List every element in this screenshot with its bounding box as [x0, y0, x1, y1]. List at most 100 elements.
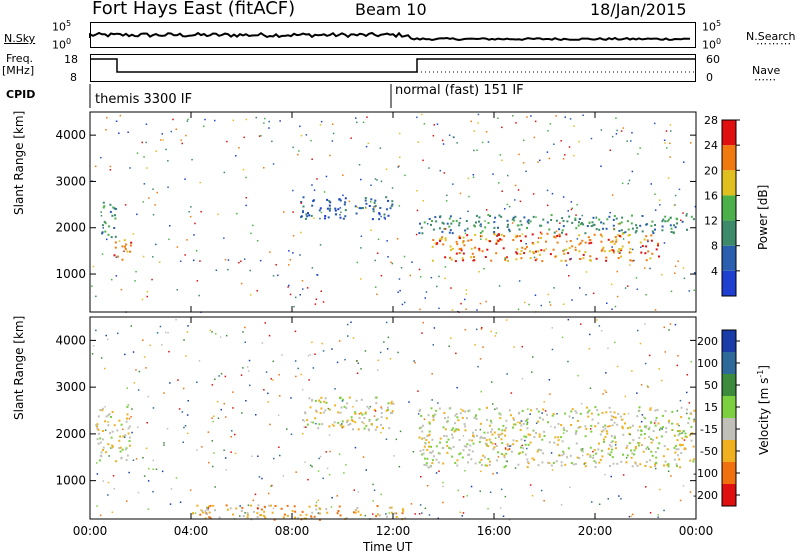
velocity-cell	[346, 420, 348, 423]
power-noise	[468, 195, 470, 198]
velocity-noise	[282, 475, 285, 477]
velocity-cell	[542, 408, 545, 411]
power-noise	[493, 233, 495, 235]
power-cell	[383, 216, 386, 219]
velocity-noise	[178, 408, 181, 410]
power-noise	[143, 156, 145, 158]
velocity-cell	[498, 412, 501, 415]
velocity-noise	[211, 331, 213, 333]
velocity-cell	[614, 416, 617, 419]
power-cell	[460, 249, 463, 252]
power-cell	[364, 199, 367, 202]
velocity-cell	[419, 449, 422, 452]
power-cell	[503, 235, 506, 238]
power-noise	[570, 201, 573, 203]
velocity-noise	[149, 344, 151, 347]
velocity-cell	[334, 404, 337, 407]
velocity-cell	[615, 447, 617, 450]
velocity-cell	[607, 452, 610, 455]
velocity-noise	[311, 341, 313, 344]
velocity-noise	[544, 410, 547, 412]
velocity-noise	[641, 414, 644, 416]
nave-tick-bottom: 0	[706, 71, 713, 84]
power-cell	[451, 247, 454, 250]
power-noise	[373, 206, 376, 209]
power-cell	[109, 210, 112, 213]
velocity-noise	[272, 360, 274, 363]
power-cell	[574, 248, 577, 251]
velocity-cell	[560, 464, 563, 467]
velocity-noise	[636, 392, 638, 394]
velocity-cell	[252, 510, 255, 513]
power-cell	[523, 216, 526, 219]
power-noise	[102, 227, 104, 229]
power-noise	[172, 118, 174, 121]
velocity-cell	[661, 414, 664, 417]
velocity-cell	[125, 420, 128, 423]
velocity-noise	[156, 332, 159, 334]
velocity-cell	[655, 416, 658, 419]
velocity-cell	[561, 440, 564, 443]
velocity-cell	[560, 436, 563, 439]
velocity-cell	[432, 416, 435, 419]
power-noise	[186, 120, 189, 122]
velocity-colorbar-frame	[721, 329, 737, 507]
velocity-noise	[373, 489, 376, 491]
velocity-noise	[155, 468, 158, 470]
velocity-noise	[477, 365, 479, 368]
velocity-cell	[597, 448, 600, 451]
power-noise	[436, 123, 439, 125]
power-cell	[455, 240, 458, 243]
power-cell	[372, 210, 375, 213]
power-noise	[644, 267, 646, 269]
power-noise	[193, 234, 195, 236]
velocity-cell	[496, 407, 498, 410]
velocity-noise	[693, 418, 695, 421]
velocity-cell	[633, 449, 636, 452]
velocity-cell	[526, 417, 529, 420]
power-cell	[595, 228, 598, 231]
velocity-cell	[423, 445, 426, 448]
power-noise	[630, 140, 632, 142]
velocity-cell	[390, 506, 393, 509]
velocity-noise	[338, 453, 341, 455]
velocity-cell	[332, 424, 335, 427]
power-noise	[417, 141, 419, 143]
velocity-cell	[622, 433, 625, 436]
velocity-cell	[543, 435, 546, 437]
velocity-cell	[368, 420, 371, 422]
power-cell	[650, 224, 653, 227]
velocity-cell	[682, 430, 685, 432]
power-noise	[501, 126, 503, 129]
power-noise	[579, 287, 581, 289]
power-cell	[391, 203, 394, 206]
velocity-noise	[344, 358, 346, 361]
power-noise	[323, 191, 326, 193]
velocity-noise	[508, 519, 511, 521]
velocity-noise	[232, 391, 234, 393]
velocity-cell	[634, 445, 637, 448]
power-cell	[438, 227, 441, 230]
velocity-cell	[551, 414, 554, 417]
velocity-cell	[354, 411, 357, 414]
power-cell	[343, 203, 346, 206]
power-cell	[441, 236, 444, 239]
velocity-noise	[350, 321, 352, 323]
velocity-ytick-label: 1000	[55, 474, 86, 488]
power-noise	[504, 208, 506, 210]
velocity-cell	[482, 437, 485, 439]
power-cell	[523, 252, 526, 255]
power-noise	[533, 136, 536, 139]
power-cell	[456, 243, 459, 246]
power-noise	[472, 176, 475, 178]
power-noise	[555, 115, 557, 117]
velocity-cell	[446, 445, 449, 447]
velocity-cell	[439, 437, 442, 440]
velocity-cell	[122, 435, 125, 438]
velocity-cell	[96, 425, 99, 428]
power-cell	[606, 218, 609, 221]
velocity-noise	[459, 511, 461, 514]
velocity-cell	[322, 411, 325, 414]
power-cell	[113, 227, 116, 229]
velocity-cell	[323, 400, 326, 403]
